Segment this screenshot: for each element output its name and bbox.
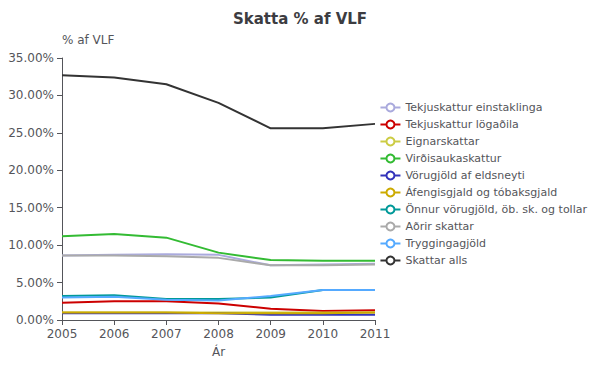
svg-text:Skatta % af VLF: Skatta % af VLF [233,10,367,28]
svg-text:Önnur vörugjöld, öb. sk. og to: Önnur vörugjöld, öb. sk. og tollar [405,203,587,216]
svg-text:2009: 2009 [255,327,286,341]
svg-text:10.00%: 10.00% [8,238,54,252]
svg-text:Virðisaukaskattur: Virðisaukaskattur [405,152,501,165]
svg-text:2005: 2005 [47,327,78,341]
svg-text:2007: 2007 [151,327,182,341]
svg-text:2010: 2010 [308,327,339,341]
svg-text:2006: 2006 [99,327,130,341]
svg-text:Tryggingagjöld: Tryggingagjöld [404,237,486,250]
svg-text:15.00%: 15.00% [8,201,54,215]
svg-text:Tekjuskattur lögaðila: Tekjuskattur lögaðila [404,118,518,131]
svg-text:Ár: Ár [212,344,225,359]
svg-text:Aðrir skattar: Aðrir skattar [405,220,474,233]
svg-text:30.00%: 30.00% [8,88,54,102]
svg-text:2011: 2011 [360,327,391,341]
svg-text:0.00%: 0.00% [16,313,54,327]
svg-text:25.00%: 25.00% [8,126,54,140]
svg-text:20.00%: 20.00% [8,163,54,177]
svg-text:% af VLF: % af VLF [62,33,115,47]
svg-text:Tekjuskattur einstaklinga: Tekjuskattur einstaklinga [404,101,542,114]
svg-text:2008: 2008 [203,327,234,341]
svg-text:5.00%: 5.00% [16,276,54,290]
svg-text:Skattar alls: Skattar alls [405,254,467,267]
svg-text:Áfengisgjald og tóbaksgjald: Áfengisgjald og tóbaksgjald [405,186,557,199]
svg-text:Vörugjöld af eldsneyti: Vörugjöld af eldsneyti [405,169,524,182]
svg-text:35.00%: 35.00% [8,51,54,65]
svg-text:Eignarskattar: Eignarskattar [405,135,479,148]
